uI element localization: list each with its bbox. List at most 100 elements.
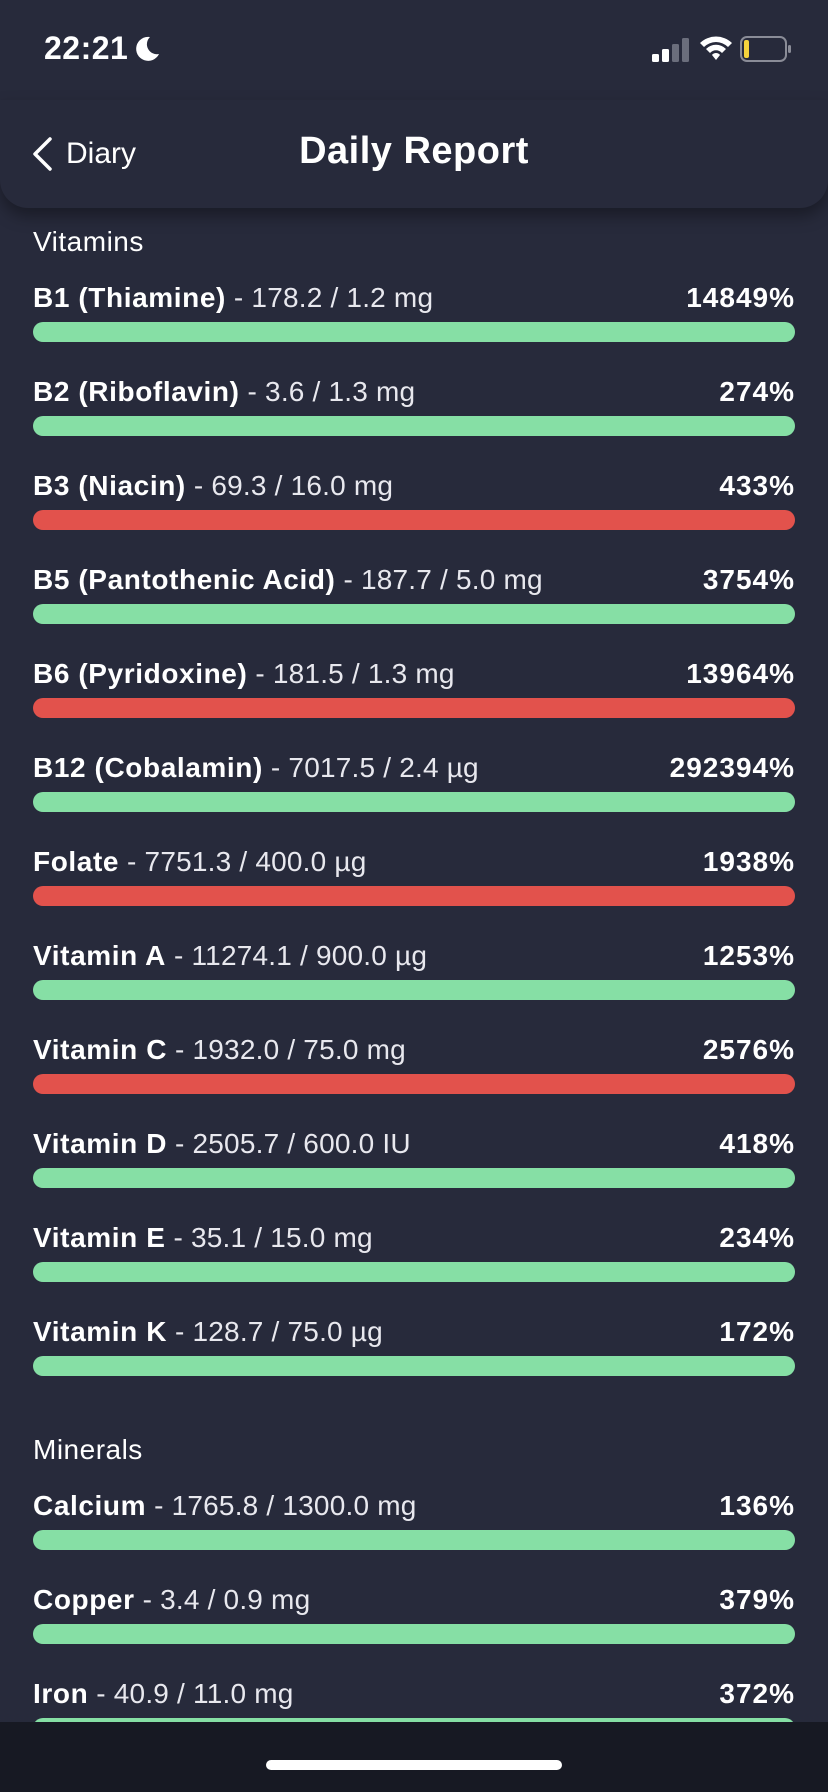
progress-bar <box>33 792 795 812</box>
nutrient-label-line: B2 (Riboflavin) - 3.6 / 1.3 mg 274% <box>33 358 795 412</box>
nutrient-row[interactable]: B1 (Thiamine) - 178.2 / 1.2 mg 14849% <box>0 264 828 358</box>
nutrient-name: Vitamin C <box>33 1034 168 1065</box>
nutrient-name: Calcium <box>33 1490 147 1521</box>
nutrient-label: Vitamin K - 128.7 / 75.0 µg <box>33 1316 383 1348</box>
progress-bar <box>33 886 795 906</box>
progress-bar <box>33 510 795 530</box>
nutrient-label: B2 (Riboflavin) - 3.6 / 1.3 mg <box>33 376 415 408</box>
signal-icon <box>652 38 689 62</box>
nutrient-row[interactable]: B2 (Riboflavin) - 3.6 / 1.3 mg 274% <box>0 358 828 452</box>
moon-icon <box>136 36 159 61</box>
nutrient-name: Iron <box>33 1678 89 1709</box>
nutrient-name: Vitamin K <box>33 1316 168 1347</box>
nutrient-label: Vitamin E - 35.1 / 15.0 mg <box>33 1222 373 1254</box>
status-time: 22:21 <box>44 30 129 66</box>
home-indicator[interactable] <box>266 1760 562 1770</box>
nutrient-label-line: Copper - 3.4 / 0.9 mg 379% <box>33 1566 795 1620</box>
nutrient-row[interactable]: B6 (Pyridoxine) - 181.5 / 1.3 mg 13964% <box>0 640 828 734</box>
nutrient-name: B12 (Cobalamin) <box>33 752 263 783</box>
progress-bar <box>33 1168 795 1188</box>
nutrient-amount: - 178.2 / 1.2 mg <box>225 282 434 313</box>
nutrient-label: Copper - 3.4 / 0.9 mg <box>33 1584 310 1616</box>
back-label: Diary <box>66 137 137 170</box>
nutrient-name: Copper <box>33 1584 135 1615</box>
battery-icon <box>740 36 791 62</box>
nutrient-name: B5 (Pantothenic Acid) <box>33 564 336 595</box>
minerals-list: Calcium - 1765.8 / 1300.0 mg 136% Copper -… <box>0 1472 828 1722</box>
nutrient-percent: 172% <box>719 1316 795 1347</box>
page-title: Daily Report <box>299 130 529 172</box>
nutrient-percent: 433% <box>719 470 795 501</box>
progress-bar <box>33 698 795 718</box>
nutrient-percent: 292394% <box>669 752 795 783</box>
nutrient-percent: 418% <box>719 1128 795 1159</box>
nutrient-row[interactable]: B12 (Cobalamin) - 7017.5 / 2.4 µg 292394% <box>0 734 828 828</box>
nutrient-name: Vitamin D <box>33 1128 168 1159</box>
nutrient-label: B3 (Niacin) - 69.3 / 16.0 mg <box>33 470 393 502</box>
nutrient-label: B1 (Thiamine) - 178.2 / 1.2 mg <box>33 282 433 314</box>
nutrient-name: Vitamin E <box>33 1222 166 1253</box>
nutrient-name: B3 (Niacin) <box>33 470 186 501</box>
nutrient-row[interactable]: Vitamin D - 2505.7 / 600.0 IU 418% <box>0 1110 828 1204</box>
nutrient-amount: - 1765.8 / 1300.0 mg <box>146 1490 417 1521</box>
nutrient-row[interactable]: B3 (Niacin) - 69.3 / 16.0 mg 433% <box>0 452 828 546</box>
nutrient-row[interactable]: Folate - 7751.3 / 400.0 µg 1938% <box>0 828 828 922</box>
nutrient-name: B6 (Pyridoxine) <box>33 658 248 689</box>
nutrient-label-line: B1 (Thiamine) - 178.2 / 1.2 mg 14849% <box>33 264 795 318</box>
nutrient-percent: 13964% <box>686 658 795 689</box>
report-list[interactable]: Vitamins B1 (Thiamine) - 178.2 / 1.2 mg 1… <box>0 208 828 1722</box>
nutrient-percent: 2576% <box>702 1034 795 1065</box>
home-indicator-area <box>0 1722 828 1792</box>
nutrient-row[interactable]: Vitamin E - 35.1 / 15.0 mg 234% <box>0 1204 828 1298</box>
progress-bar <box>33 1624 795 1644</box>
nutrient-percent: 1938% <box>702 846 795 877</box>
nutrient-percent: 379% <box>719 1584 795 1615</box>
nutrient-amount: - 11274.1 / 900.0 µg <box>166 940 428 971</box>
nutrient-row[interactable]: Vitamin K - 128.7 / 75.0 µg 172% <box>0 1298 828 1392</box>
wifi-icon <box>700 36 732 60</box>
nutrient-row[interactable]: Vitamin C - 1932.0 / 75.0 mg 2576% <box>0 1016 828 1110</box>
nutrient-row[interactable]: B5 (Pantothenic Acid) - 187.7 / 5.0 mg 37… <box>0 546 828 640</box>
nutrient-amount: - 2505.7 / 600.0 IU <box>167 1128 411 1159</box>
nutrient-label: Folate - 7751.3 / 400.0 µg <box>33 846 366 878</box>
nutrient-label-line: B12 (Cobalamin) - 7017.5 / 2.4 µg 292394% <box>33 734 795 788</box>
nutrient-name: B2 (Riboflavin) <box>33 376 240 407</box>
nutrient-row[interactable]: Vitamin A - 11274.1 / 900.0 µg 1253% <box>0 922 828 1016</box>
nutrient-amount: - 7751.3 / 400.0 µg <box>119 846 367 877</box>
section-title-vitamins: Vitamins <box>33 226 144 257</box>
nutrient-label-line: B6 (Pyridoxine) - 181.5 / 1.3 mg 13964% <box>33 640 795 694</box>
nutrient-percent: 372% <box>719 1678 795 1709</box>
nutrient-amount: - 128.7 / 75.0 µg <box>167 1316 383 1347</box>
nutrient-label-line: Vitamin A - 11274.1 / 900.0 µg 1253% <box>33 922 795 976</box>
back-button[interactable]: Diary <box>30 130 136 178</box>
nutrient-percent: 274% <box>719 376 795 407</box>
nutrient-name: Vitamin A <box>33 940 166 971</box>
nutrient-label-line: Vitamin K - 128.7 / 75.0 µg 172% <box>33 1298 795 1352</box>
nutrient-amount: - 181.5 / 1.3 mg <box>247 658 455 689</box>
progress-bar <box>33 1356 795 1376</box>
nutrient-name: Folate <box>33 846 120 877</box>
nutrient-label: B12 (Cobalamin) - 7017.5 / 2.4 µg <box>33 752 479 784</box>
nutrient-row[interactable]: Copper - 3.4 / 0.9 mg 379% <box>0 1566 828 1660</box>
nutrient-amount: - 187.7 / 5.0 mg <box>335 564 543 595</box>
nutrient-label: B6 (Pyridoxine) - 181.5 / 1.3 mg <box>33 658 455 690</box>
progress-bar <box>33 1530 795 1550</box>
nutrient-percent: 1253% <box>702 940 795 971</box>
nutrient-label-line: B5 (Pantothenic Acid) - 187.7 / 5.0 mg 37… <box>33 546 795 600</box>
progress-bar <box>33 1262 795 1282</box>
progress-bar <box>33 1074 795 1094</box>
nutrient-amount: - 3.4 / 0.9 mg <box>134 1584 311 1615</box>
navigation-header: Diary Daily Report <box>0 100 828 208</box>
progress-bar <box>33 322 795 342</box>
progress-bar <box>33 980 795 1000</box>
progress-bar <box>33 604 795 624</box>
nutrient-label-line: Vitamin D - 2505.7 / 600.0 IU 418% <box>33 1110 795 1164</box>
nutrient-label-line: Calcium - 1765.8 / 1300.0 mg 136% <box>33 1472 795 1526</box>
nutrient-percent: 136% <box>719 1490 795 1521</box>
nutrient-row[interactable]: Calcium - 1765.8 / 1300.0 mg 136% <box>0 1472 828 1566</box>
nutrient-percent: 3754% <box>702 564 795 595</box>
nutrient-row[interactable]: Iron - 40.9 / 11.0 mg 372% <box>0 1660 828 1722</box>
nutrient-name: B1 (Thiamine) <box>33 282 226 313</box>
nutrient-amount: - 35.1 / 15.0 mg <box>165 1222 373 1253</box>
nutrient-amount: - 1932.0 / 75.0 mg <box>167 1034 406 1065</box>
